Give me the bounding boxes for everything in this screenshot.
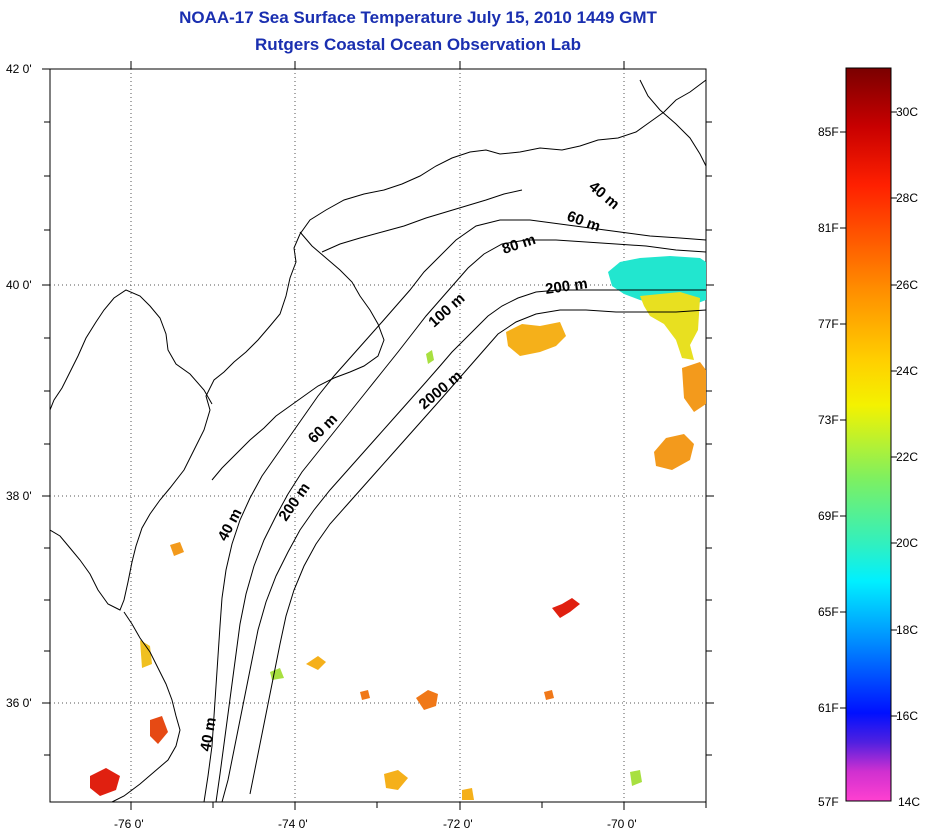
coastline xyxy=(50,79,706,611)
long-island-shore xyxy=(321,189,523,253)
colorbar-c-label: 18C xyxy=(896,623,918,637)
graticule xyxy=(50,69,706,802)
map-subtitle: Rutgers Coastal Ocean Observation Lab xyxy=(255,35,581,54)
colorbar-c-label: 20C xyxy=(896,536,918,550)
y-tick-label: 40 0' xyxy=(6,278,32,292)
depth-label: 200 m xyxy=(544,275,588,298)
axis-ticks xyxy=(42,61,714,810)
colorbar-c-label: 16C xyxy=(896,709,918,723)
sst-small-patch xyxy=(384,770,408,790)
colorbar-f-label: 65F xyxy=(818,605,839,619)
colorbar-c-label: 14C xyxy=(898,795,920,809)
sst-small-patch xyxy=(360,690,370,700)
colorbar-c-label: 24C xyxy=(896,364,918,378)
colorbar-c-label: 26C xyxy=(896,278,918,292)
x-tick-label: -76 0' xyxy=(114,817,144,831)
colorbar-f-label: 69F xyxy=(818,509,839,523)
sst-warm-patch-center xyxy=(506,322,566,356)
x-axis-labels: -76 0' -74 0' -72 0' -70 0' xyxy=(114,817,637,831)
x-tick-label: -74 0' xyxy=(278,817,308,831)
y-tick-label: 36 0' xyxy=(6,696,32,710)
colorbar-f-label: 73F xyxy=(818,413,839,427)
sst-warm-patch-east xyxy=(640,292,700,360)
sst-small-patch xyxy=(462,788,474,800)
colorbar-c-label: 22C xyxy=(896,450,918,464)
y-tick-label: 42 0' xyxy=(6,62,32,76)
colorbar-f-label: 81F xyxy=(818,221,839,235)
colorbar-ticks xyxy=(840,111,897,717)
delaware-bay-shore xyxy=(211,231,385,481)
colorbar-fahrenheit-labels: 85F 81F 77F 73F 69F 65F 61F 57F xyxy=(818,125,839,809)
sst-small-patch xyxy=(544,690,554,700)
depth-label: 40 m xyxy=(197,716,220,753)
sst-coastal-hot-patch xyxy=(90,768,120,796)
sst-data-patches xyxy=(90,256,706,800)
sst-warm-patch-ne xyxy=(682,362,706,412)
x-tick-label: -72 0' xyxy=(443,817,473,831)
sst-small-patch xyxy=(426,350,434,364)
colorbar-f-label: 57F xyxy=(818,795,839,809)
x-tick-label: -70 0' xyxy=(607,817,637,831)
colorbar xyxy=(845,67,892,802)
sst-patch-south xyxy=(416,690,438,710)
colorbar-c-label: 30C xyxy=(896,105,918,119)
y-axis-labels: 42 0' 40 0' 38 0' 36 0' xyxy=(6,62,32,710)
colorbar-f-label: 61F xyxy=(818,701,839,715)
colorbar-c-label: 28C xyxy=(896,191,918,205)
bathymetry-contours xyxy=(203,219,706,802)
sst-coastal-patch xyxy=(150,716,168,744)
sst-coastal-patch xyxy=(140,640,152,668)
outer-banks-shore xyxy=(111,611,181,802)
y-tick-label: 38 0' xyxy=(6,489,32,503)
colorbar-celsius-labels: 30C 28C 26C 24C 22C 20C 18C 16C 14C xyxy=(896,105,920,809)
map-title: NOAA-17 Sea Surface Temperature July 15,… xyxy=(179,8,657,27)
colorbar-f-label: 77F xyxy=(818,317,839,331)
colorbar-f-label: 85F xyxy=(818,125,839,139)
sst-hot-patch xyxy=(552,598,580,618)
cape-cod-shore xyxy=(639,79,706,167)
sst-small-patch xyxy=(306,656,326,670)
sst-small-patch xyxy=(170,542,184,556)
sst-small-patch xyxy=(630,770,642,786)
chesapeake-shore xyxy=(50,289,213,411)
sst-warm-patch-gulfstream xyxy=(654,434,694,470)
